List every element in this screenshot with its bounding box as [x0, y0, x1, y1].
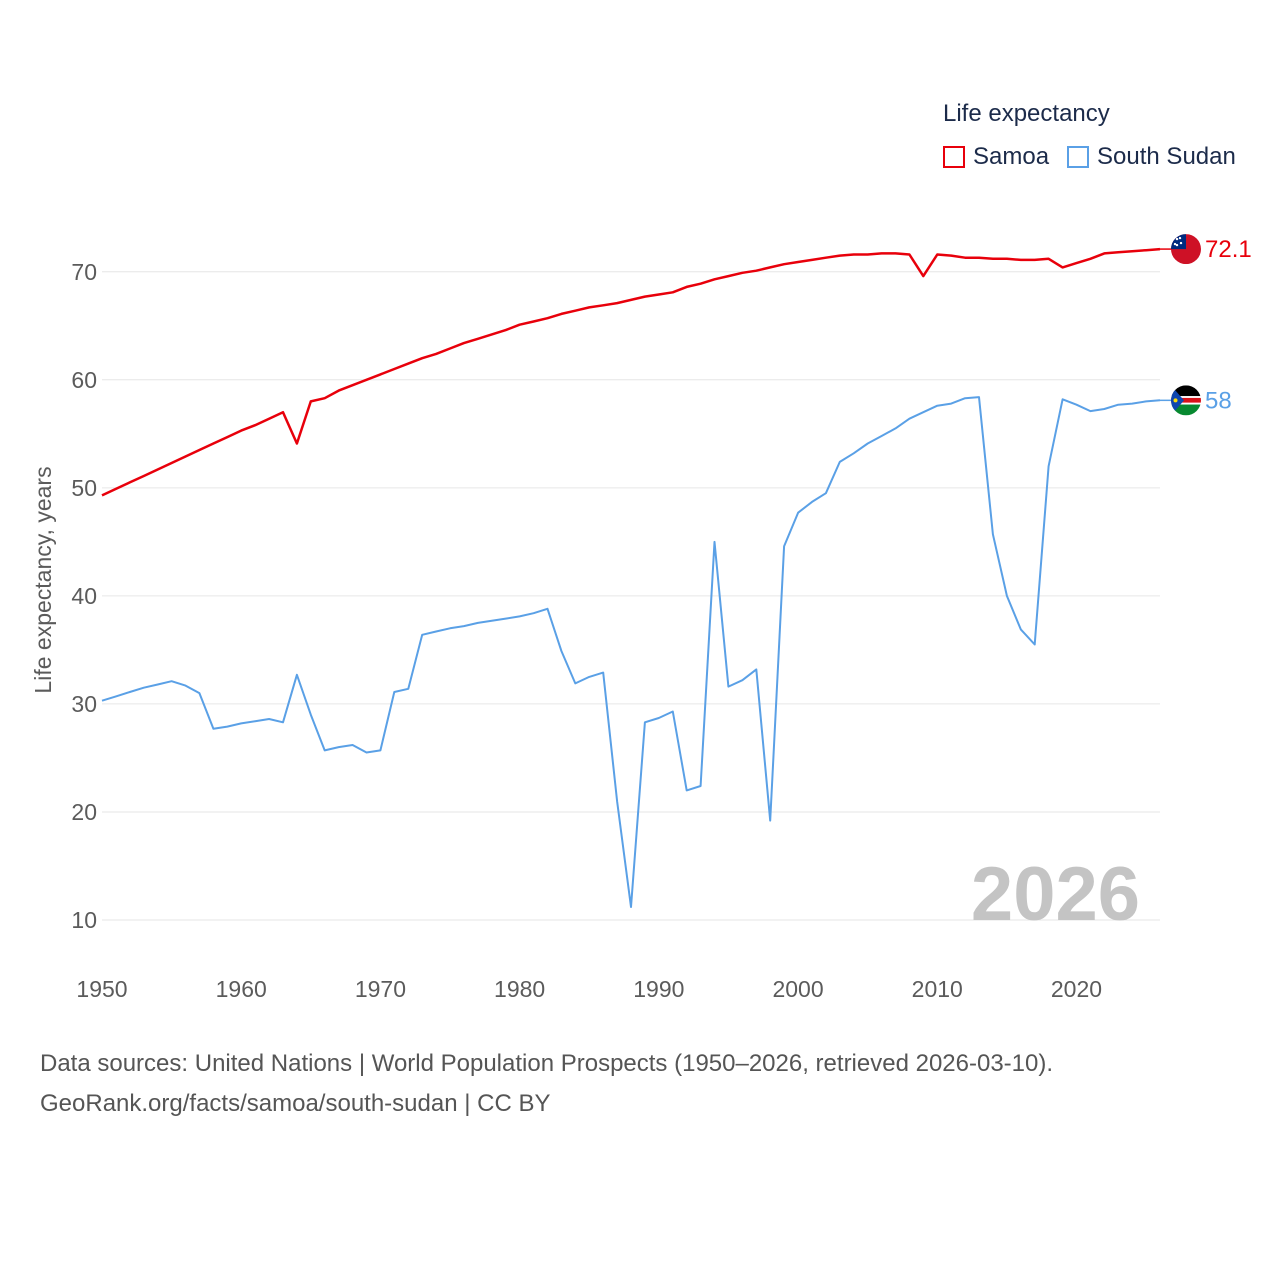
x-axis-ticks: 1950 1960 1970 1980 1990 2000 2010 2020 [76, 976, 1102, 1002]
series-line-south-sudan[interactable] [101, 396, 1161, 908]
x-tick-label: 1980 [494, 976, 545, 1002]
source-line-2: GeoRank.org/facts/samoa/south-sudan | CC… [40, 1090, 551, 1117]
series-lines [101, 247, 1161, 908]
x-tick-label: 1990 [633, 976, 684, 1002]
x-tick-label: 1960 [216, 976, 267, 1002]
y-tick-label: 60 [71, 367, 97, 393]
end-value-south-sudan: 58 [1205, 387, 1232, 414]
x-tick-label: 1950 [76, 976, 127, 1002]
y-tick-label: 10 [71, 907, 97, 933]
flag-south-sudan-icon [1171, 385, 1201, 416]
x-tick-label: 2000 [772, 976, 823, 1002]
legend-swatch-south-sudan [1067, 146, 1090, 168]
x-tick-label: 2020 [1051, 976, 1102, 1002]
end-value-samoa: 72.1 [1205, 236, 1252, 263]
legend-item-south-sudan[interactable]: South Sudan [1067, 143, 1236, 171]
year-watermark: 2026 [971, 852, 1140, 937]
legend-label-south-sudan: South Sudan [1097, 143, 1236, 170]
y-tick-label: 40 [71, 583, 97, 609]
y-tick-label: 20 [71, 799, 97, 825]
x-tick-label: 2010 [912, 976, 963, 1002]
grid-lines [102, 271, 1160, 921]
y-axis-label: Life expectancy, years [30, 466, 56, 693]
legend-item-samoa[interactable]: Samoa [943, 143, 1049, 171]
y-tick-label: 50 [71, 475, 97, 501]
flag-samoa-icon [1171, 234, 1201, 265]
legend-label-samoa: Samoa [973, 143, 1050, 170]
legend: Samoa South Sudan [943, 143, 1254, 171]
source-note: Data sources: United Nations | World Pop… [40, 1044, 1053, 1124]
y-tick-label: 70 [71, 259, 97, 285]
y-tick-label: 30 [71, 691, 97, 717]
legend-title: Life expectancy [943, 100, 1110, 127]
y-axis-ticks: 10 20 30 40 50 60 70 [71, 259, 97, 933]
source-line-1: Data sources: United Nations | World Pop… [40, 1050, 1054, 1077]
legend-swatch-samoa [943, 146, 965, 168]
x-tick-label: 1970 [355, 976, 406, 1002]
end-labels: 72.1 58 [1160, 234, 1252, 416]
series-line-samoa[interactable] [101, 247, 1161, 497]
